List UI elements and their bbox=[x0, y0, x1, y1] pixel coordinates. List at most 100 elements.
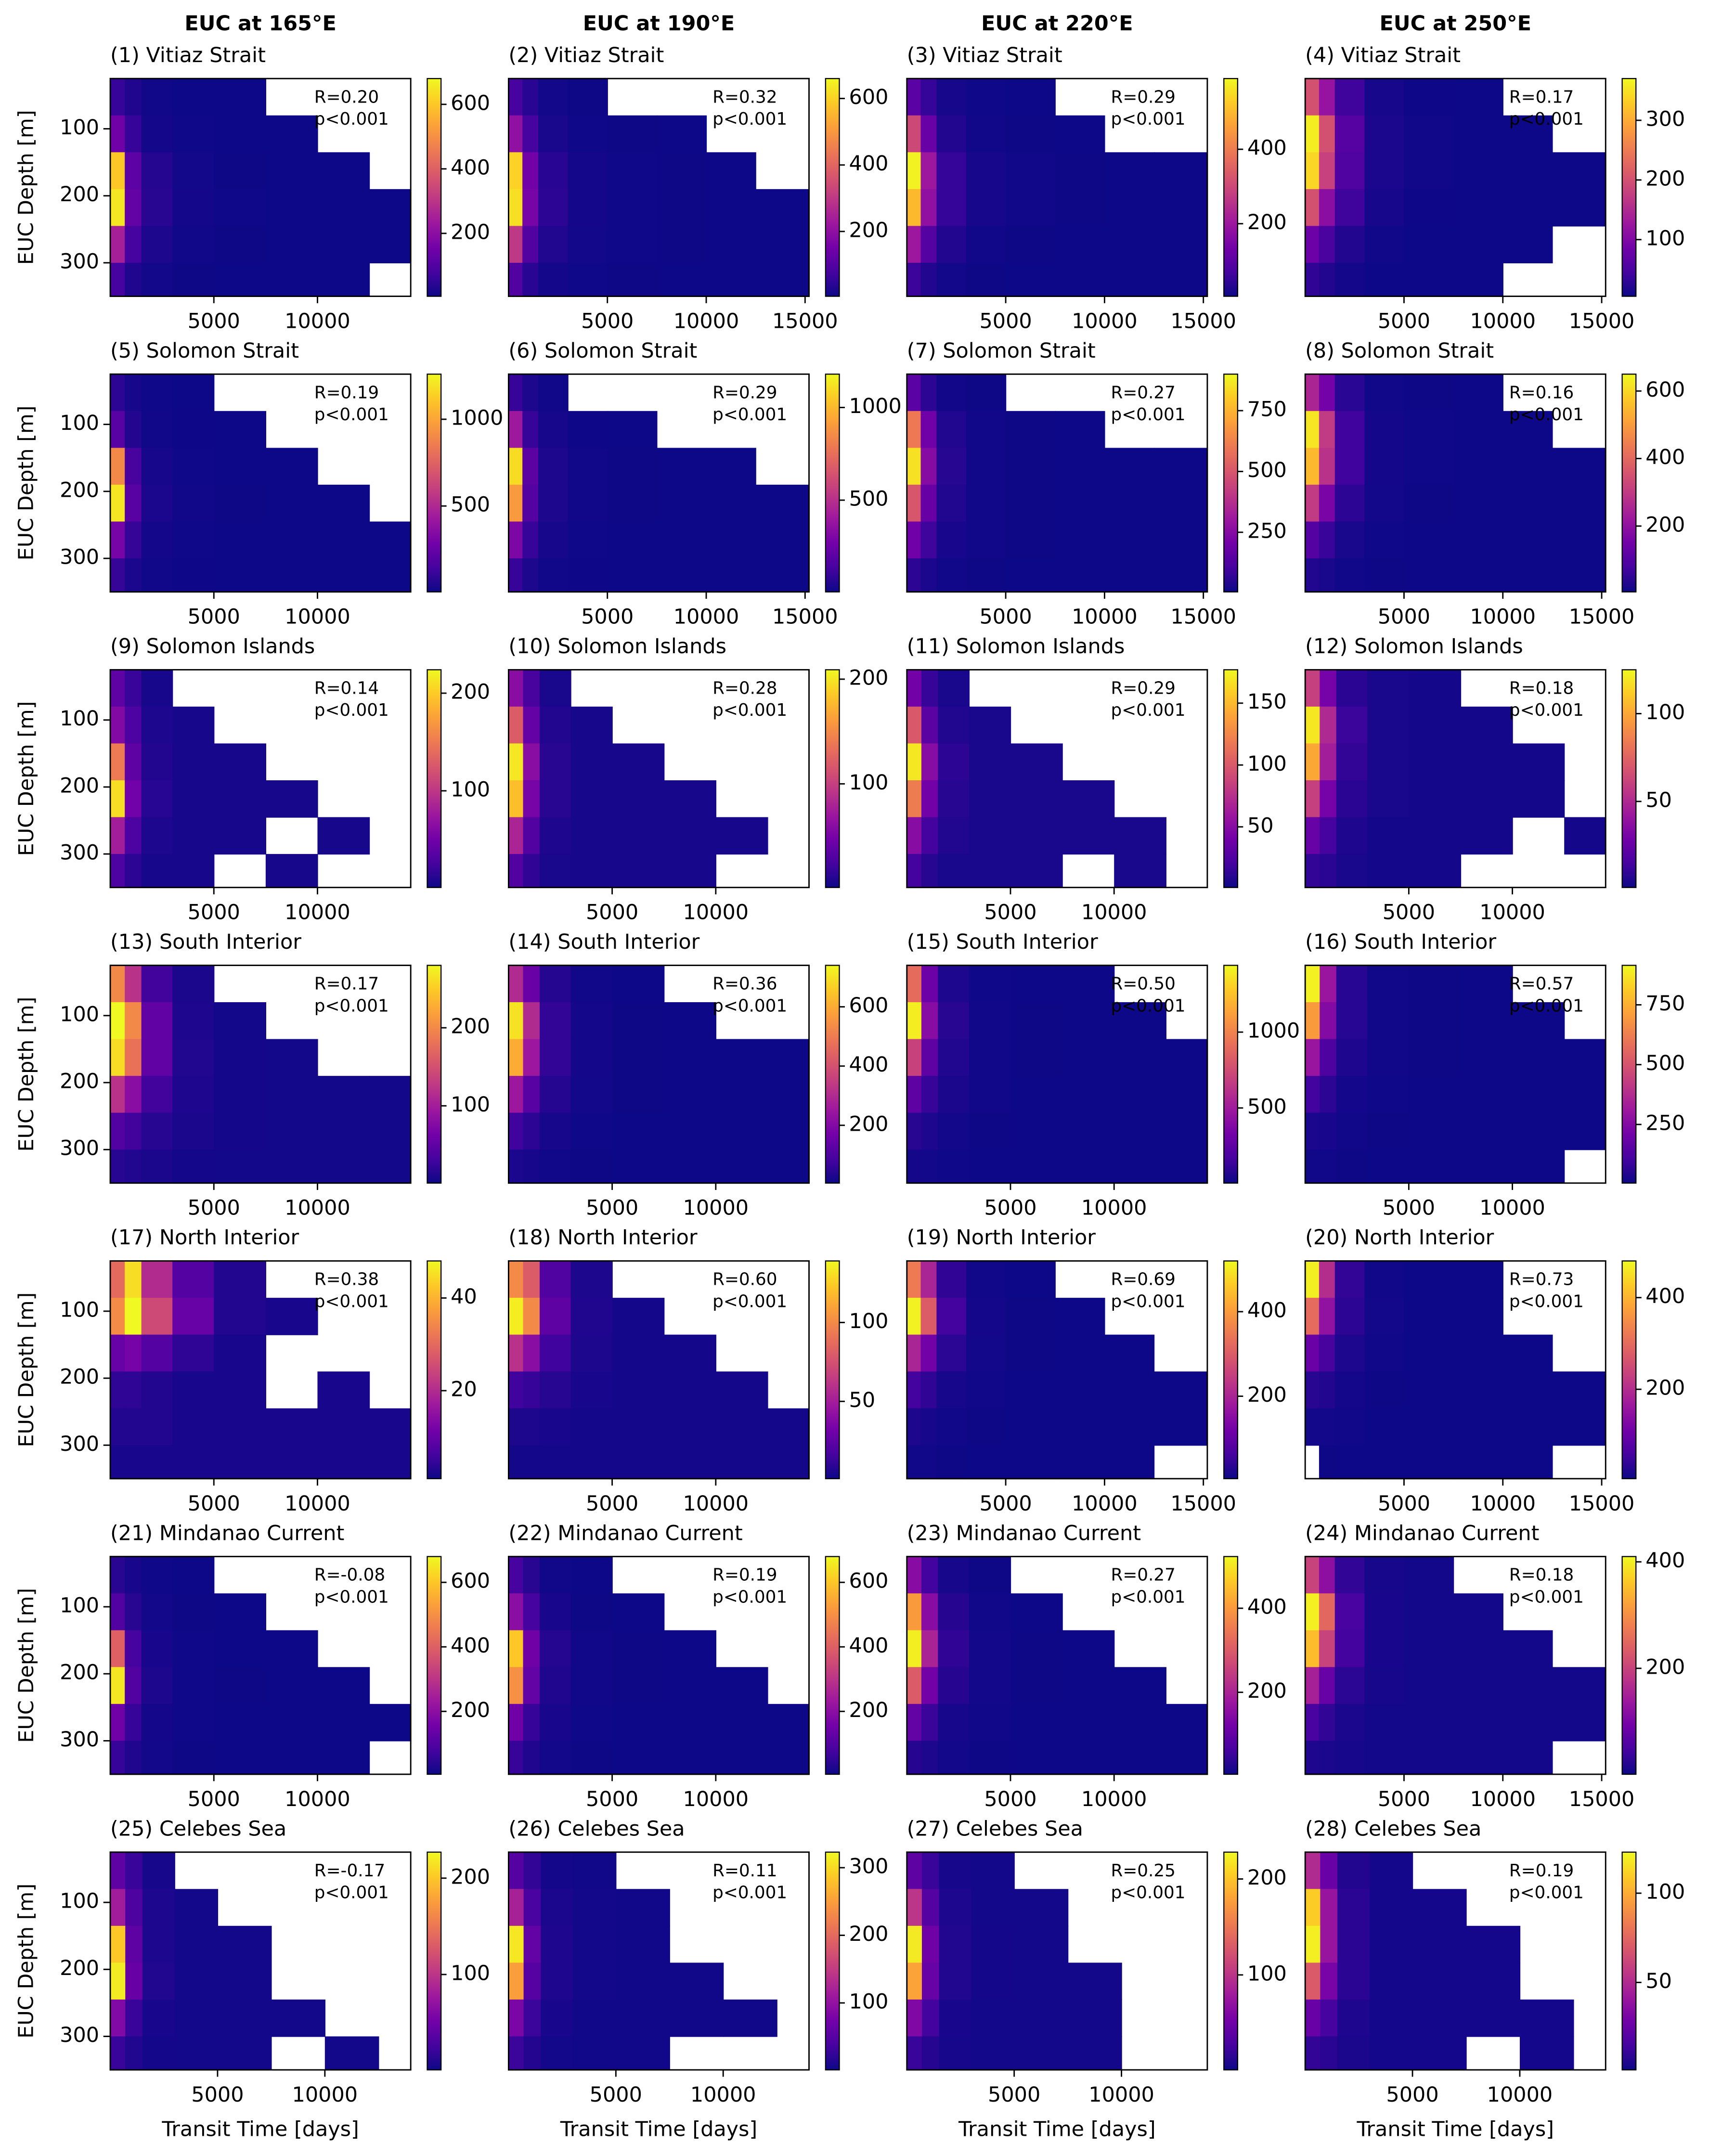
heat-cell bbox=[110, 226, 126, 264]
heat-cell bbox=[1055, 411, 1105, 449]
heat-cell bbox=[1336, 817, 1368, 855]
heat-cell bbox=[1453, 448, 1503, 486]
heat-cell bbox=[110, 1999, 126, 2037]
colorbar-tick-label: 400 bbox=[1645, 1284, 1685, 1308]
heat-cell bbox=[921, 965, 939, 1003]
heat-cell bbox=[508, 558, 523, 593]
heat-cell bbox=[265, 1445, 318, 1480]
heat-cell bbox=[141, 743, 173, 781]
heat-cell bbox=[539, 854, 571, 888]
heat-cell bbox=[1114, 1149, 1166, 1184]
heat-cell bbox=[110, 1445, 126, 1480]
heat-cell bbox=[1404, 1704, 1454, 1742]
heat-cell bbox=[110, 1852, 126, 1890]
heat-cell bbox=[523, 706, 541, 744]
heat-cell bbox=[141, 1298, 173, 1335]
heat-cell bbox=[573, 1999, 617, 2037]
heat-cell bbox=[523, 1076, 541, 1113]
heat-cell bbox=[1369, 1999, 1413, 2037]
heat-cell bbox=[1337, 1925, 1371, 1963]
heat-cell bbox=[214, 1445, 266, 1480]
colorbar-tick-label: 1000 bbox=[1247, 1019, 1300, 1043]
heat-cell bbox=[966, 189, 1007, 227]
heat-cell bbox=[1305, 448, 1320, 486]
heat-cell bbox=[936, 484, 967, 522]
colorbar-tick-label: 300 bbox=[849, 1855, 889, 1879]
y-tick-label: 300 bbox=[60, 1432, 99, 1456]
plot-frame bbox=[906, 77, 1208, 297]
heat-cell bbox=[1412, 1925, 1467, 1963]
heat-cell bbox=[921, 1112, 939, 1150]
stat-annotation: p<0.001 bbox=[712, 1588, 787, 1607]
stat-annotation: R=0.57 bbox=[1509, 974, 1574, 994]
heat-cell bbox=[141, 374, 173, 412]
heat-cell bbox=[141, 1076, 173, 1113]
stat-annotation: p<0.001 bbox=[1111, 996, 1186, 1016]
heat-cell bbox=[1305, 78, 1320, 116]
heat-cell bbox=[125, 1261, 142, 1299]
heat-cell bbox=[1364, 189, 1405, 227]
heat-cell bbox=[539, 1002, 571, 1040]
x-tick-label: 5000 bbox=[586, 1492, 638, 1516]
colorbar-tick-label: 400 bbox=[1247, 1595, 1287, 1619]
heat-cell bbox=[508, 1630, 524, 1668]
heat-cell bbox=[172, 854, 215, 888]
heat-cell bbox=[1305, 374, 1320, 412]
stat-annotation: p<0.001 bbox=[712, 1291, 787, 1311]
heat-cell bbox=[1014, 1999, 1069, 2037]
heat-cell bbox=[317, 1408, 370, 1446]
heat-cell bbox=[921, 1741, 939, 1775]
colorbar bbox=[1621, 1851, 1637, 2071]
heat-cell bbox=[125, 1371, 142, 1409]
colorbar-tick-label: 250 bbox=[1247, 519, 1287, 543]
colorbar-tick-label: 400 bbox=[849, 1053, 889, 1077]
heat-cell bbox=[1305, 743, 1321, 781]
heat-cell bbox=[1305, 1261, 1320, 1299]
colorbar-tick-label: 200 bbox=[1247, 1679, 1287, 1703]
heat-cell bbox=[936, 1334, 967, 1372]
heat-cell bbox=[921, 1039, 939, 1077]
heat-cell bbox=[570, 1076, 613, 1113]
y-tick-label: 300 bbox=[60, 841, 99, 865]
x-tick-label: 10000 bbox=[292, 2083, 358, 2107]
heat-cell bbox=[1319, 1667, 1335, 1704]
heat-cell bbox=[214, 817, 266, 855]
heat-cell bbox=[1369, 2036, 1413, 2071]
heat-cell bbox=[214, 1667, 266, 1704]
heat-cell bbox=[142, 1962, 175, 2001]
heat-cell bbox=[921, 854, 939, 888]
stat-annotation: p<0.001 bbox=[314, 700, 389, 720]
stat-annotation: R=0.60 bbox=[712, 1270, 777, 1290]
heat-cell bbox=[125, 152, 142, 190]
heat-cell bbox=[1305, 115, 1320, 153]
heat-cell bbox=[1305, 854, 1321, 888]
heat-cell bbox=[141, 1039, 173, 1077]
heat-cell bbox=[141, 558, 173, 593]
stat-annotation: p<0.001 bbox=[1509, 700, 1584, 720]
heat-cell bbox=[1154, 189, 1208, 227]
heat-cell bbox=[936, 152, 967, 190]
heat-cell bbox=[616, 1889, 670, 1926]
heat-cell bbox=[1502, 1371, 1553, 1409]
heat-cell bbox=[1404, 1298, 1454, 1335]
heat-cell bbox=[906, 743, 922, 781]
heat-cell bbox=[1336, 706, 1368, 744]
heat-cell bbox=[1364, 262, 1405, 297]
heat-cell bbox=[664, 1704, 716, 1742]
heat-cell bbox=[172, 1002, 215, 1040]
heat-cell bbox=[1062, 1704, 1115, 1742]
heat-cell bbox=[1460, 706, 1513, 744]
heat-cell bbox=[664, 1039, 716, 1077]
heat-cell bbox=[1460, 1112, 1513, 1150]
heat-cell bbox=[1502, 115, 1553, 153]
heat-cell bbox=[125, 226, 142, 264]
heat-cell bbox=[938, 1593, 970, 1631]
x-tick-label: 10000 bbox=[1470, 605, 1536, 629]
heat-cell bbox=[1564, 1076, 1606, 1113]
heat-cell bbox=[110, 1371, 126, 1409]
heat-cell bbox=[217, 1999, 272, 2037]
x-tick-label: 15000 bbox=[772, 309, 838, 333]
heat-cell bbox=[1364, 226, 1405, 264]
heat-cell bbox=[1006, 152, 1056, 190]
